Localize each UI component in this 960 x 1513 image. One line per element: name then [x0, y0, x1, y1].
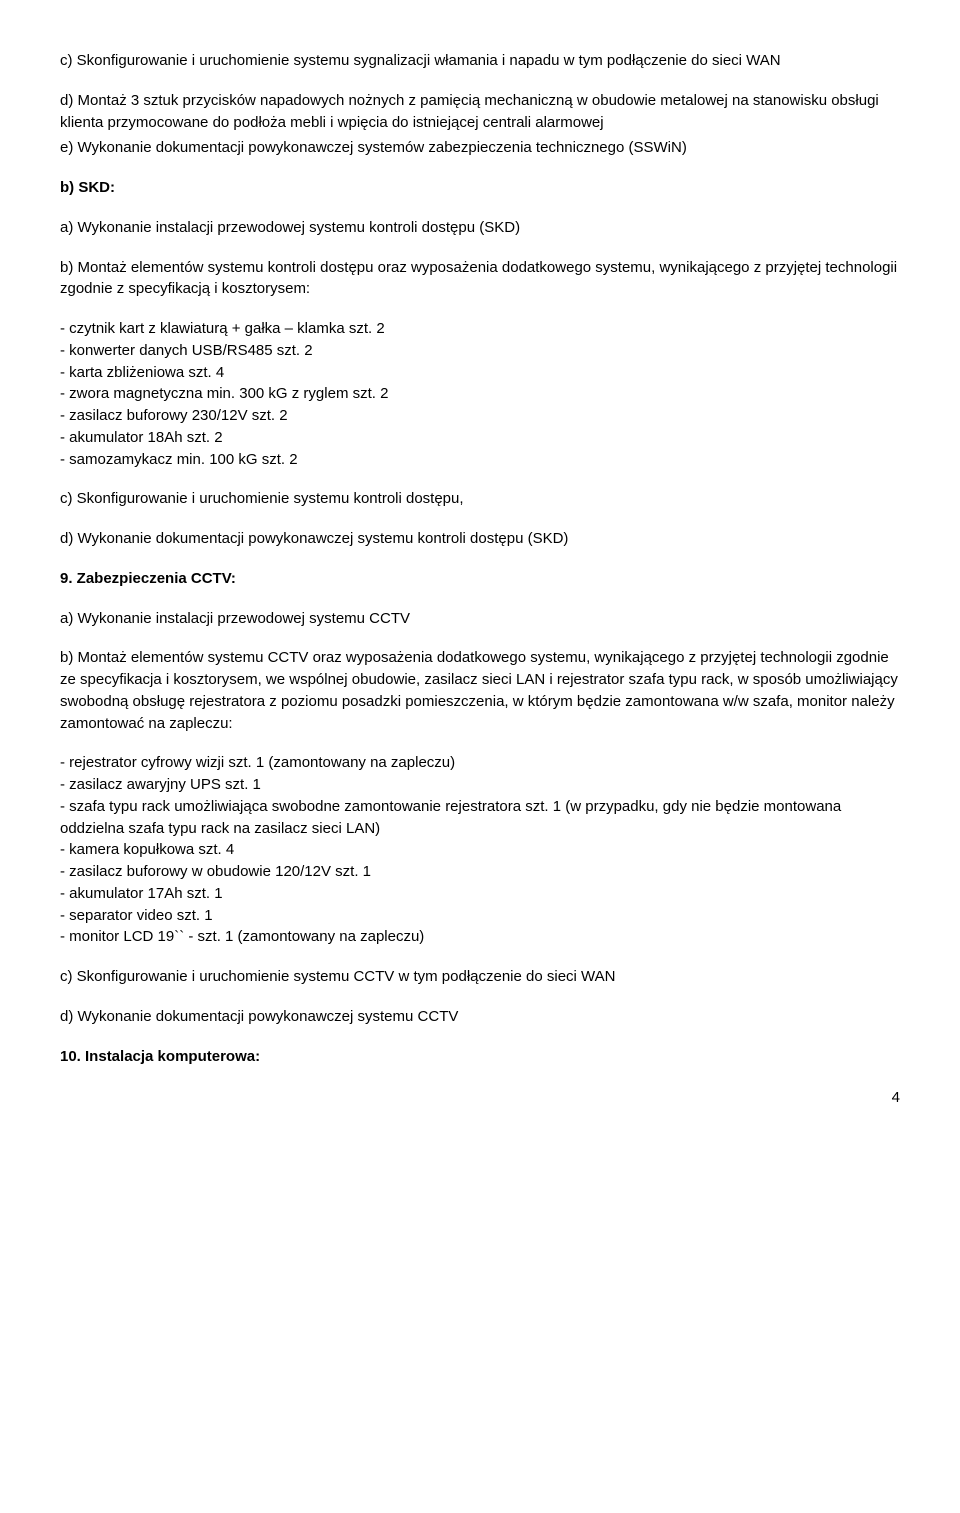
- list-item: - akumulator 17Ah szt. 1: [60, 883, 900, 905]
- list-item: - monitor LCD 19`` - szt. 1 (zamontowany…: [60, 926, 900, 948]
- list-item: - rejestrator cyfrowy wizji szt. 1 (zamo…: [60, 752, 900, 774]
- list-item: - zasilacz buforowy w obudowie 120/12V s…: [60, 861, 900, 883]
- paragraph-cctv-c: c) Skonfigurowanie i uruchomienie system…: [60, 966, 900, 988]
- paragraph-cctv-d: d) Wykonanie dokumentacji powykonawczej …: [60, 1006, 900, 1028]
- page-number: 4: [60, 1087, 900, 1109]
- list-item: - zasilacz buforowy 230/12V szt. 2: [60, 405, 900, 427]
- list-item: - separator video szt. 1: [60, 905, 900, 927]
- list-item: - zwora magnetyczna min. 300 kG z ryglem…: [60, 383, 900, 405]
- paragraph-skd-a: a) Wykonanie instalacji przewodowej syst…: [60, 217, 900, 239]
- list-item: - konwerter danych USB/RS485 szt. 2: [60, 340, 900, 362]
- list-item: - szafa typu rack umożliwiająca swobodne…: [60, 796, 900, 840]
- paragraph-e: e) Wykonanie dokumentacji powykonawczej …: [60, 137, 900, 159]
- paragraph-cctv-a: a) Wykonanie instalacji przewodowej syst…: [60, 608, 900, 630]
- paragraph-skd-b: b) Montaż elementów systemu kontroli dos…: [60, 257, 900, 301]
- paragraph-skd-d: d) Wykonanie dokumentacji powykonawczej …: [60, 528, 900, 550]
- list-item: - czytnik kart z klawiaturą + gałka – kl…: [60, 318, 900, 340]
- list-item: - karta zbliżeniowa szt. 4: [60, 362, 900, 384]
- paragraph-skd-c: c) Skonfigurowanie i uruchomienie system…: [60, 488, 900, 510]
- heading-komputerowa: 10. Instalacja komputerowa:: [60, 1046, 900, 1068]
- list-item: - kamera kopułkowa szt. 4: [60, 839, 900, 861]
- list-skd: - czytnik kart z klawiaturą + gałka – kl…: [60, 318, 900, 470]
- paragraph-cctv-b: b) Montaż elementów systemu CCTV oraz wy…: [60, 647, 900, 734]
- heading-skd: b) SKD:: [60, 177, 900, 199]
- paragraph-d: d) Montaż 3 sztuk przycisków napadowych …: [60, 90, 900, 134]
- paragraph-c: c) Skonfigurowanie i uruchomienie system…: [60, 50, 900, 72]
- list-item: - akumulator 18Ah szt. 2: [60, 427, 900, 449]
- heading-cctv: 9. Zabezpieczenia CCTV:: [60, 568, 900, 590]
- list-item: - zasilacz awaryjny UPS szt. 1: [60, 774, 900, 796]
- list-item: - samozamykacz min. 100 kG szt. 2: [60, 449, 900, 471]
- list-cctv: - rejestrator cyfrowy wizji szt. 1 (zamo…: [60, 752, 900, 948]
